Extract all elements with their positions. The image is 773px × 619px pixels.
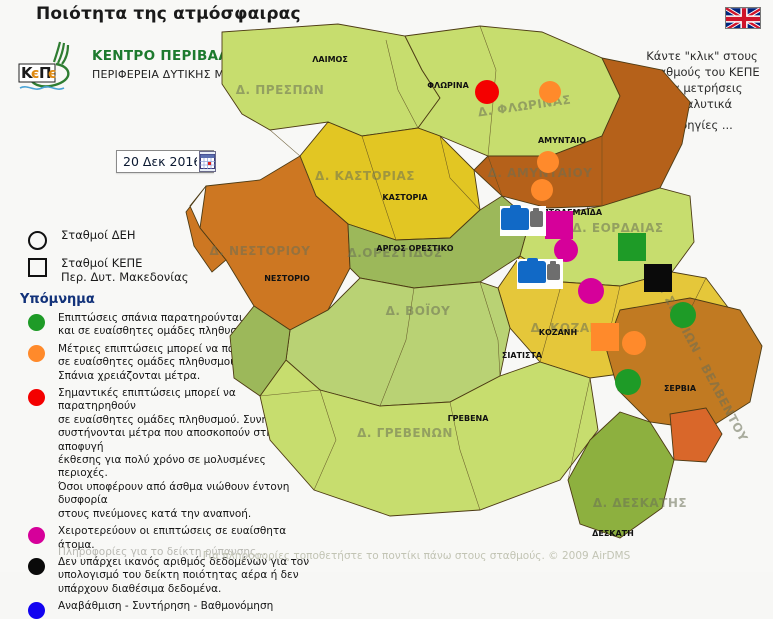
city-label-siatista: ΣΙΑΤΙΣΤΑ (502, 351, 543, 360)
city-label-servia: ΣΕΡΒΙΑ (664, 384, 697, 393)
city-label-deskati: ΔΕΣΚΑΤΗ (592, 529, 634, 538)
station-markers (475, 80, 696, 395)
date-input[interactable] (121, 151, 199, 172)
map-subdivisions (259, 25, 707, 511)
station-key-dei: Σταθμοί ΔΕΗ (28, 228, 228, 256)
legend-magenta-dot-icon (28, 527, 45, 545)
broken-image-icon (501, 205, 529, 230)
station-marker-dei[interactable] (539, 81, 561, 103)
station-marker-kepe[interactable] (591, 323, 619, 351)
city-label-laimos: ΛΑΙΜΟΣ (312, 55, 348, 64)
calendar-icon[interactable] (199, 151, 216, 172)
city-label-nestorio: ΝΕΣΤΟΡΙΟ (264, 274, 310, 283)
page-title: Ποιότητα της ατμόσφαιρας (36, 4, 301, 24)
station-marker-kepe[interactable] (618, 233, 646, 261)
muni-label: Δ. ΔΕΣΚΑΤΗΣ (593, 496, 687, 510)
legend-magenta-text: Χειροτερεύουν οι επιπτώσεις σε ευαίσθητα… (58, 525, 287, 551)
muni-label: Δ. ΒΟΪΟΥ (386, 303, 451, 318)
legend-item: Σημαντικές επιπτώσεις μπορεί να παρατηρη… (22, 387, 312, 521)
legend-red-text: Σημαντικές επιπτώσεις μπορεί να παρατηρη… (58, 387, 290, 520)
muni-label: Δ.ΟΡΕΣΤΙΔΟΣ (347, 246, 442, 260)
muni-label: Δ. ΝΕΣΤΟΡΙΟΥ (210, 244, 311, 258)
svg-text:є: є (48, 66, 56, 82)
muni-label: Δ. ΕΟΡΔΑΙΑΣ (572, 221, 663, 235)
city-label-kastoria: ΚΑΣΤΟΡΙΑ (382, 193, 428, 202)
air-quality-map[interactable]: Δ. ΠΡΕΣΠΩΝ Δ. ΦΛΩΡΙΝΑΣ Δ. ΚΑΣΤΟΡΙΑΣ Δ. Ν… (150, 10, 773, 562)
station-marker-dei[interactable] (537, 151, 559, 173)
station-marker-dei[interactable] (615, 369, 641, 395)
legend-title: Υπόμνημα (20, 292, 95, 307)
legend-black-dot-icon (28, 557, 45, 575)
legend-blue-text: Αναβάθμιση - Συντήρηση - Βαθμονόμηση (58, 600, 274, 613)
legend-item: Αναβάθμιση - Συντήρηση - Βαθμονόμηση (22, 600, 312, 619)
station-key: Σταθμοί ΔΕΗ Σταθμοί ΚΕΠΕ Περ. Δυτ. Μακεδ… (28, 228, 228, 284)
city-label-grevena: ΓΡΕΒΕΝΑ (448, 414, 490, 423)
station-marker-dei[interactable] (475, 80, 499, 104)
broken-image-icon (518, 258, 546, 283)
footer-text: Για πληροφορίες τοποθετήστε το ποντίκι π… (202, 550, 631, 562)
station-marker-dei[interactable] (531, 179, 553, 201)
station-key-dei-label: Σταθμοί ΔΕΗ (61, 228, 136, 242)
region-nw-sliver[interactable] (185, 185, 227, 273)
station-marker-dei[interactable] (554, 238, 578, 262)
city-label-amyntaio: ΑΜΥΝΤΑΙΟ (538, 136, 586, 145)
muni-label: Δ. ΚΑΣΤΟΡΙΑΣ (315, 169, 415, 183)
svg-text:є: є (31, 66, 39, 82)
region-grevenon[interactable] (259, 359, 599, 517)
broken-image-placeholder[interactable] (500, 205, 546, 236)
region-servion-velventou[interactable] (605, 297, 763, 431)
broken-image-icon-secondary (547, 261, 560, 280)
date-picker[interactable] (116, 150, 216, 173)
uk-flag-icon[interactable] (725, 7, 761, 29)
legend-orange-dot-icon (28, 344, 45, 362)
instruction-line-3: για μετρήσεις (661, 81, 743, 95)
muni-label: Δ. ΠΡΕΣΠΩΝ (236, 83, 325, 97)
station-marker-dei[interactable] (578, 278, 604, 304)
instruction-line-1: Κάντε "κλικ" στους (646, 49, 758, 63)
broken-image-icon-secondary (530, 208, 543, 227)
legend-blue-dot-icon (28, 602, 45, 619)
pollution-index-info-link[interactable]: Πληροφορίες για το δείκτη ρύπανσης... (58, 546, 267, 558)
region-amyntaiou[interactable] (473, 57, 691, 209)
region-deskatis[interactable] (567, 411, 675, 539)
legend-red-dot-icon (28, 389, 45, 407)
muni-label: Δ. ΓΡΕΒΕΝΩΝ (357, 426, 453, 440)
station-key-kepe: Σταθμοί ΚΕΠΕ Περ. Δυτ. Μακεδονίας (28, 256, 228, 284)
circle-icon (28, 231, 47, 250)
station-key-kepe-label: Σταθμοί ΚΕΠΕ Περ. Δυτ. Μακεδονίας (61, 256, 189, 284)
instruction-line-2: σταθμούς του ΚΕΠΕ (644, 65, 760, 79)
broken-image-placeholder[interactable] (517, 258, 563, 289)
station-marker-kepe[interactable] (545, 211, 573, 239)
svg-text:Π: Π (39, 64, 52, 82)
kepe-logo: K є Π є (14, 38, 86, 96)
city-label-florina: ΦΛΩΡΙΝΑ (427, 81, 469, 90)
legend-list: Επιπτώσεις σπάνια παρατηρούνται ακόμα κα… (22, 312, 312, 619)
region-east-sliver[interactable] (669, 407, 723, 463)
station-marker-kepe[interactable] (644, 264, 672, 292)
city-label-argos-orestiko: ΑΡΓΟΣ ΟΡΕΣΤΙΚΟ (376, 244, 453, 253)
square-icon (28, 258, 47, 277)
map-svg[interactable]: Δ. ΠΡΕΣΠΩΝ Δ. ΦΛΩΡΙΝΑΣ Δ. ΚΑΣΤΟΡΙΑΣ Δ. Ν… (150, 10, 773, 562)
svg-text:K: K (21, 64, 34, 82)
station-marker-dei[interactable] (670, 302, 696, 328)
app-root: Ποιότητα της ατμόσφαιρας K є Π є ΚΕΝΤΡΟ … (0, 4, 773, 619)
legend-item: Χειροτερεύουν οι επιπτώσεις σε ευαίσθητα… (22, 525, 312, 552)
legend-green-dot-icon (28, 314, 45, 331)
footer: Για πληροφορίες τοποθετήστε το ποντίκι π… (0, 550, 773, 562)
muni-label: Δ. ΑΜΥΝΤΑΙΟΥ (488, 166, 593, 180)
station-marker-dei[interactable] (622, 331, 646, 355)
city-label-kozani: ΚΟΖΑΝΗ (539, 328, 577, 337)
